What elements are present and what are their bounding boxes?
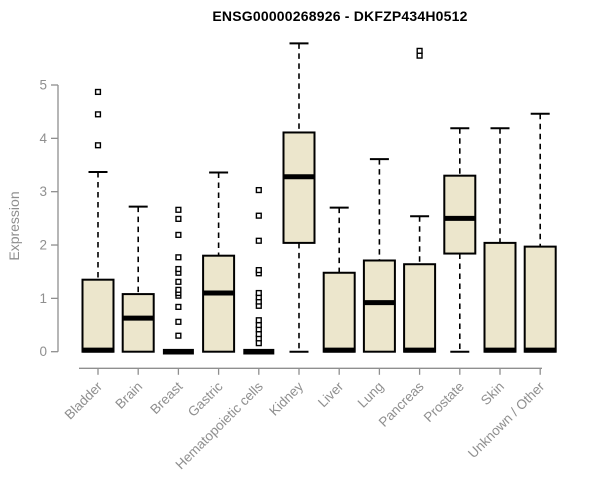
chart-title: ENSG00000268926 - DKFZP434H0512: [212, 8, 468, 24]
box-skin: [483, 241, 517, 353]
box-unknown-other: [523, 245, 557, 353]
outlier-breast: [175, 278, 182, 285]
x-tick-label: Kidney: [266, 379, 306, 419]
outlier-breast: [175, 318, 182, 325]
outlier-hematopoietic-cells: [255, 237, 262, 244]
x-tick-label: Bladder: [62, 378, 106, 422]
outlier-breast: [175, 265, 182, 273]
box-brain: [121, 293, 155, 353]
x-tick-label: Brain: [112, 379, 145, 412]
outlier-breast: [175, 303, 182, 310]
box-kidney: [282, 131, 316, 244]
outlier-hematopoietic-cells: [255, 186, 262, 194]
outlier-breast: [175, 206, 182, 213]
flat-box-hematopoietic-cells: [243, 348, 275, 355]
flat-box-breast: [162, 348, 194, 355]
outlier-pancreas: [416, 47, 423, 54]
x-tick-label: Pancreas: [376, 379, 427, 430]
box-pancreas: [403, 263, 437, 353]
box-bladder: [81, 278, 115, 353]
box-lung: [362, 259, 396, 353]
y-tick-label: 1: [39, 291, 47, 306]
x-tick-label: Lung: [355, 379, 387, 411]
y-tick-label: 0: [39, 344, 47, 359]
outlier-breast: [175, 286, 182, 293]
y-tick-label: 5: [39, 78, 47, 93]
outlier-hematopoietic-cells: [255, 266, 262, 274]
x-tick-label: Breast: [147, 379, 185, 417]
outlier-bladder: [94, 88, 102, 96]
outlier-breast: [175, 231, 182, 238]
outlier-pancreas: [416, 52, 423, 59]
outlier-breast: [175, 254, 182, 261]
x-tick-label: Skin: [478, 379, 507, 408]
box-gastric: [202, 254, 236, 353]
y-tick-label: 2: [39, 238, 47, 253]
outlier-breast: [175, 332, 182, 339]
y-tick-label: 4: [39, 131, 47, 146]
outlier-hematopoietic-cells: [255, 321, 262, 329]
outlier-bladder: [94, 111, 102, 118]
outlier-hematopoietic-cells: [255, 212, 262, 219]
outlier-breast: [175, 215, 182, 222]
y-axis-label: Expression: [6, 191, 22, 261]
y-tick-label: 3: [39, 184, 47, 199]
outlier-hematopoietic-cells: [255, 340, 262, 347]
box-prostate: [443, 174, 477, 255]
x-tick-label: Liver: [315, 378, 347, 410]
outlier-bladder: [94, 142, 102, 149]
outlier-hematopoietic-cells: [255, 317, 262, 324]
x-tick-label: Unknown / Other: [465, 378, 548, 461]
box-liver: [322, 271, 356, 353]
outlier-hematopoietic-cells: [255, 330, 262, 338]
x-tick-label: Prostate: [421, 379, 467, 425]
outlier-hematopoietic-cells: [255, 289, 262, 297]
